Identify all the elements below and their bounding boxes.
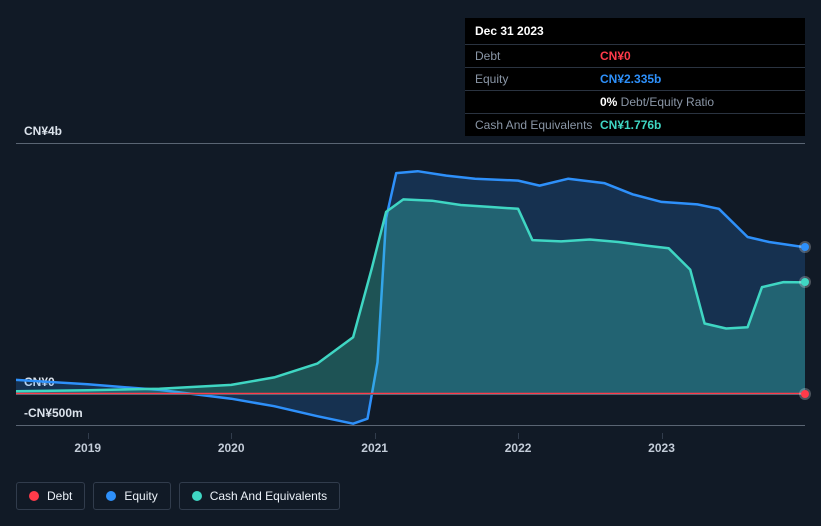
- x-axis-label: 2023: [648, 441, 675, 455]
- tooltip-label: Equity: [475, 72, 600, 86]
- tooltip-row: DebtCN¥0: [465, 45, 805, 68]
- x-tick: [375, 433, 376, 439]
- legend-swatch: [192, 491, 202, 501]
- plot-region[interactable]: [16, 143, 805, 425]
- tooltip-value: 0% Debt/Equity Ratio: [600, 95, 714, 109]
- legend-swatch: [29, 491, 39, 501]
- tooltip-value: CN¥2.335b: [600, 72, 661, 86]
- chart-container: Dec 31 2023 DebtCN¥0EquityCN¥2.335b0% De…: [0, 0, 821, 526]
- x-axis-label: 2019: [74, 441, 101, 455]
- tooltip-row: 0% Debt/Equity Ratio: [465, 91, 805, 114]
- tooltip-label: Cash And Equivalents: [475, 118, 600, 132]
- gridline: [16, 425, 805, 426]
- tooltip-label: Debt: [475, 49, 600, 63]
- legend-item-equity[interactable]: Equity: [93, 482, 170, 510]
- tooltip-panel: Dec 31 2023 DebtCN¥0EquityCN¥2.335b0% De…: [465, 18, 805, 136]
- series-end-marker: [801, 390, 809, 398]
- series-end-marker: [801, 278, 809, 286]
- x-tick: [662, 433, 663, 439]
- legend-label: Cash And Equivalents: [210, 489, 327, 503]
- tooltip-date: Dec 31 2023: [465, 18, 805, 45]
- tooltip-label: [475, 95, 600, 109]
- gridline: [16, 143, 805, 144]
- x-tick: [231, 433, 232, 439]
- y-axis-label: CN¥4b: [24, 124, 62, 138]
- legend: Debt Equity Cash And Equivalents: [16, 482, 340, 510]
- x-tick: [518, 433, 519, 439]
- chart-area: CN¥4bCN¥0-CN¥500m 20192020202120222023: [16, 125, 805, 445]
- tooltip-row: Cash And EquivalentsCN¥1.776b: [465, 114, 805, 136]
- x-axis-label: 2022: [505, 441, 532, 455]
- legend-item-debt[interactable]: Debt: [16, 482, 85, 510]
- gridline: [16, 394, 805, 395]
- tooltip-value: CN¥1.776b: [600, 118, 661, 132]
- tooltip-value: CN¥0: [600, 49, 631, 63]
- legend-label: Equity: [124, 489, 157, 503]
- x-axis: 2019 2020 2021 2022 2023: [16, 433, 805, 463]
- legend-swatch: [106, 491, 116, 501]
- series-end-marker: [801, 243, 809, 251]
- x-axis-label: 2020: [218, 441, 245, 455]
- x-axis-label: 2021: [361, 441, 388, 455]
- legend-label: Debt: [47, 489, 72, 503]
- tooltip-row: EquityCN¥2.335b: [465, 68, 805, 91]
- x-tick: [88, 433, 89, 439]
- legend-item-cash-and-equivalents[interactable]: Cash And Equivalents: [179, 482, 340, 510]
